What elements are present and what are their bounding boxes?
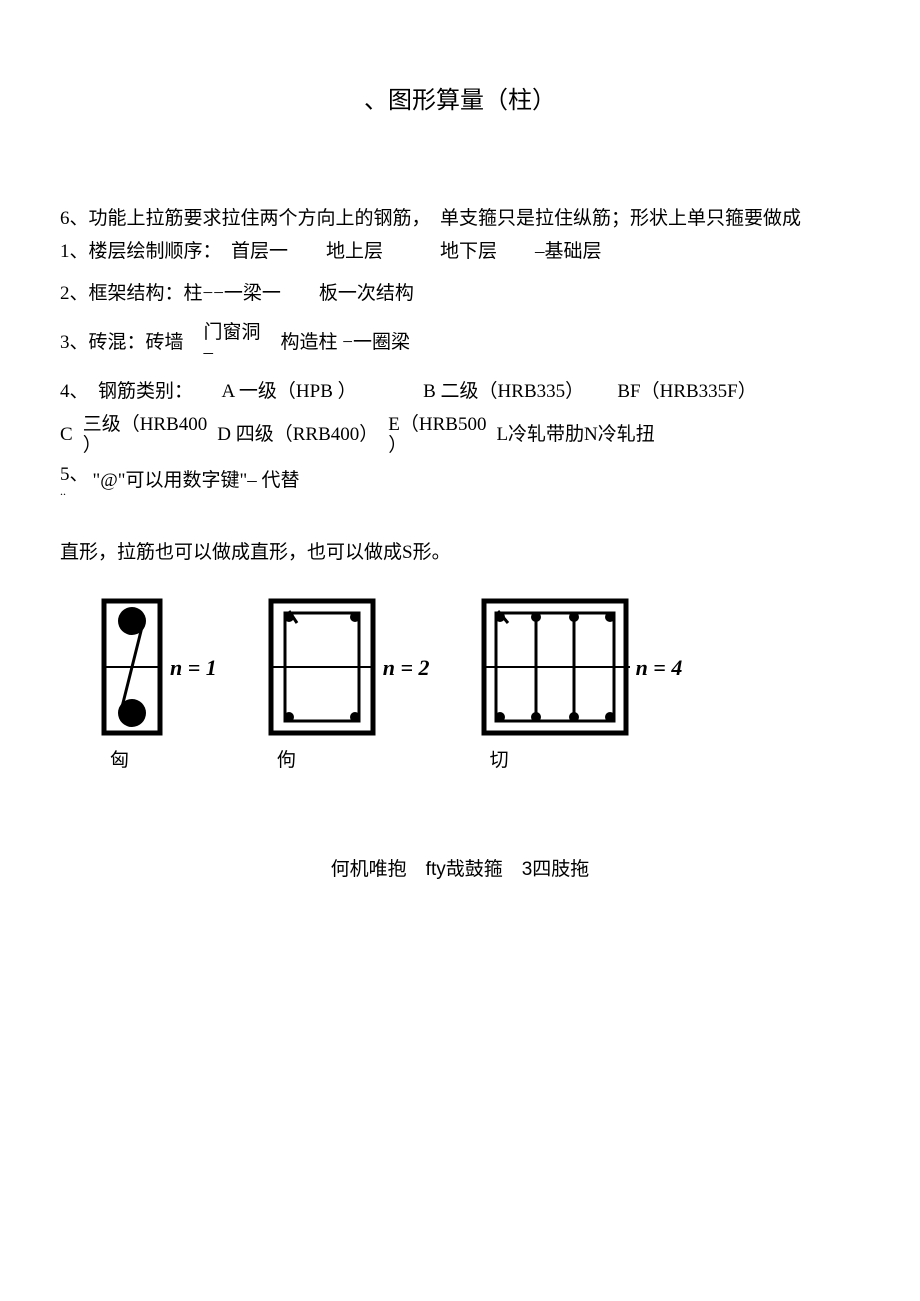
line-4b-e-top: E（HRB500 xyxy=(388,415,486,436)
diagrams-row: n = 1 匈 n = 2 佝 xyxy=(100,597,860,776)
caption-2: 佝 xyxy=(277,747,296,776)
caption-1: 匈 xyxy=(110,747,129,776)
stirrup-icon-n4 xyxy=(480,597,630,737)
page-title: 、图形算量（柱） xyxy=(60,80,860,115)
line-3b: 门窗洞 – xyxy=(204,323,261,365)
line-4b-c-stack: 三级（HRB400 ） xyxy=(83,415,208,457)
line-4b-tail: L冷轧带肋N冷轧扭 xyxy=(496,421,654,450)
line-3c: 构造柱 −一圈梁 xyxy=(281,329,410,358)
diagram-2: n = 2 佝 xyxy=(267,597,430,776)
line-4b-c-bot: ） xyxy=(83,436,208,457)
line-4b-e-bot: ） xyxy=(388,436,486,457)
n-label-3: n = 4 xyxy=(636,651,683,684)
line-3: 3、砖混：砖墙 门窗洞 – 构造柱 −一圈梁 xyxy=(60,323,860,365)
line-5a-sub: .. xyxy=(60,485,89,498)
line-2: 2、框架结构：柱−−一梁一 板一次结构 xyxy=(60,280,860,309)
line-4: 4、 钢筋类别： A 一级（HPB ） B 二级（HRB335） BF（HRB3… xyxy=(60,378,860,407)
diagram-3: n = 4 切 xyxy=(480,597,683,776)
n-label-1: n = 1 xyxy=(170,651,217,684)
line-3b-bot: – xyxy=(204,343,261,364)
line-5a: 5、 .. xyxy=(60,465,89,499)
line-5a-top: 5、 xyxy=(60,465,89,486)
line-post: 直形，拉筋也可以做成直形，也可以做成S形。 xyxy=(60,539,860,568)
line-5b: "@"可以用数字键"– 代替 xyxy=(93,467,300,496)
line-4b-c-label: C xyxy=(60,421,73,450)
footer-line: 何机唯抱 fty哉鼓箍 3四肢拖 xyxy=(60,856,860,885)
line-3b-top: 门窗洞 xyxy=(204,323,261,344)
line-3a: 3、砖混：砖墙 xyxy=(60,329,184,358)
content-block: 6、功能上拉筋要求拉住两个方向上的钢筋， 单支箍只是拉住纵筋；形状上单只箍要做成… xyxy=(60,205,860,884)
line-4b-e-stack: E（HRB500 ） xyxy=(388,415,486,457)
line-1: 1、楼层绘制顺序： 首层一 地上层 地下层 –基础层 xyxy=(60,238,860,267)
line-4b: C 三级（HRB400 ） D 四级（RRB400） E（HRB500 ） L冷… xyxy=(60,415,860,457)
n-label-2: n = 2 xyxy=(383,651,430,684)
line-6: 6、功能上拉筋要求拉住两个方向上的钢筋， 单支箍只是拉住纵筋；形状上单只箍要做成 xyxy=(60,205,860,234)
line-5: 5、 .. "@"可以用数字键"– 代替 xyxy=(60,465,860,499)
line-4b-c-top: 三级（HRB400 xyxy=(83,415,208,436)
diagram-1: n = 1 匈 xyxy=(100,597,217,776)
stirrup-icon-n2 xyxy=(267,597,377,737)
caption-3: 切 xyxy=(490,747,509,776)
line-4b-d: D 四级（RRB400） xyxy=(217,421,378,450)
stirrup-icon-n1 xyxy=(100,597,164,737)
